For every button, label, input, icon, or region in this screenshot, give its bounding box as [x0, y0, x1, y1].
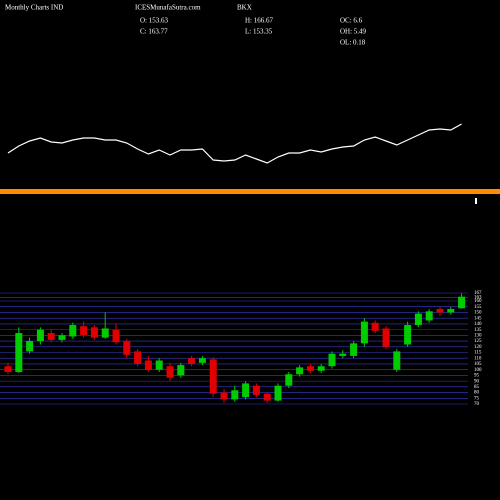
y-tick-label: 145 [474, 316, 482, 321]
candle-body [166, 366, 174, 378]
candle-body [458, 296, 466, 309]
candle-body [252, 385, 260, 395]
candle-body [296, 367, 304, 375]
y-tick-label: 130 [474, 333, 482, 338]
candle-body [80, 326, 88, 336]
y-tick-label: 155 [474, 305, 482, 310]
candle-body [155, 360, 163, 370]
y-tick-label: 85 [474, 385, 480, 390]
candle-body [339, 353, 347, 356]
candle-body [231, 390, 239, 400]
y-tick-label: 95 [474, 374, 480, 379]
stat: OC: 6.6 [340, 17, 363, 25]
y-tick-label: 135 [474, 328, 482, 333]
y-tick-label: 100 [474, 368, 482, 373]
y-tick-label: 75 [474, 396, 480, 401]
y-tick-label: 125 [474, 339, 482, 344]
y-tick-label: 105 [474, 362, 482, 367]
site-name: ICESMunafaSutra.com [135, 4, 201, 12]
candle-body [198, 358, 206, 363]
y-tick-label: 150 [474, 311, 482, 316]
y-tick-label: 160 [474, 299, 482, 304]
y-tick-label: 70 [474, 402, 480, 407]
candle-body [414, 313, 422, 326]
candle-body [177, 365, 185, 376]
y-tick-label: 140 [474, 322, 482, 327]
candle-body [209, 359, 217, 394]
y-tick-label: 80 [474, 391, 480, 396]
divider-band [0, 189, 500, 194]
candle-body [360, 321, 368, 344]
stat: O: 153.63 [140, 17, 169, 25]
candle-body [306, 366, 314, 371]
candle-body [328, 353, 336, 367]
candle-body [220, 392, 228, 400]
symbol: BKX [237, 4, 252, 12]
candle-body [4, 366, 12, 372]
stat: L: 153.35 [245, 28, 273, 36]
candle-body [90, 327, 98, 338]
y-tick-label: 115 [474, 351, 482, 356]
candle-body [393, 351, 401, 370]
stat: H: 166.67 [245, 17, 274, 25]
candle-body [188, 358, 196, 364]
candle-body [371, 322, 379, 331]
stat: OH: 5.49 [340, 28, 367, 36]
candle-body [317, 366, 325, 371]
candle-body [58, 335, 66, 340]
stat: OL: 0.18 [340, 39, 366, 47]
chart-title: Monthly Charts IND [5, 4, 63, 12]
candle-body [436, 309, 444, 313]
candle-body [47, 333, 55, 340]
candle-body [350, 343, 358, 356]
candle-body [425, 311, 433, 321]
candle-body [447, 309, 455, 313]
candle-body [263, 393, 271, 401]
candle-body [123, 341, 131, 355]
candle-body [404, 325, 412, 345]
candle-body [274, 385, 282, 401]
candle-body [36, 329, 44, 342]
candle-body [285, 374, 293, 386]
stat: C: 163.77 [140, 28, 168, 36]
y-tick-label: 163 [474, 296, 482, 301]
candle-body [69, 325, 77, 337]
candle-body [134, 351, 142, 364]
y-tick-label: 120 [474, 345, 482, 350]
y-tick-label: 90 [474, 379, 480, 384]
candle-body [382, 328, 390, 347]
candle-body [101, 328, 109, 338]
candle-body [26, 341, 34, 352]
y-tick-label: 110 [474, 356, 482, 361]
marker [475, 198, 477, 204]
candle-body [15, 333, 23, 372]
y-tick-label: 167 [474, 291, 482, 296]
candle-body [112, 329, 120, 343]
candle-body [242, 383, 250, 398]
indicator-line [7, 123, 462, 164]
candle-body [144, 360, 152, 370]
